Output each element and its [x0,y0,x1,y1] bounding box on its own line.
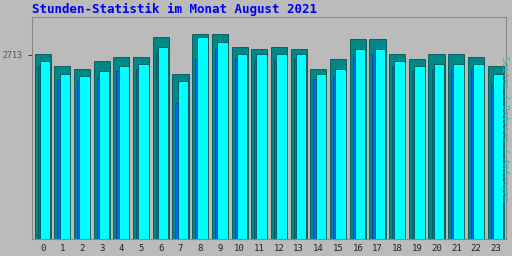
Bar [234,59,247,239]
Bar [392,66,404,239]
Bar [372,54,385,239]
Bar [195,59,208,239]
Bar [251,49,267,239]
Bar [487,66,504,239]
Bar [254,61,267,239]
Bar [217,42,227,239]
Bar [448,54,464,239]
Bar [296,54,306,239]
Bar [237,54,247,239]
Bar [291,49,307,239]
Bar [350,39,366,239]
Bar [434,64,444,239]
Bar [355,49,366,239]
Bar [333,76,346,239]
Bar [369,39,386,239]
Bar [493,74,503,239]
Y-axis label: Seiten / Dateien / Anfragen: Seiten / Dateien / Anfragen [500,56,509,201]
Bar [77,81,90,239]
Bar [274,59,287,239]
Bar [394,61,405,239]
Bar [156,52,168,239]
Bar [409,59,425,239]
Bar [471,69,483,239]
Bar [35,54,51,239]
Bar [353,54,366,239]
Bar [176,103,188,239]
Bar [97,76,109,239]
Bar [315,74,326,239]
Bar [330,59,346,239]
Bar [99,71,110,239]
Bar [231,47,248,239]
Bar [335,69,346,239]
Bar [59,74,70,239]
Bar [74,69,90,239]
Bar [294,59,306,239]
Bar [79,76,90,239]
Bar [414,66,424,239]
Bar [313,79,326,239]
Bar [94,61,110,239]
Bar [432,69,444,239]
Bar [468,57,484,239]
Bar [119,66,129,239]
Bar [153,37,169,239]
Bar [173,74,188,239]
Bar [389,54,405,239]
Bar [136,69,148,239]
Bar [138,64,149,239]
Bar [197,37,208,239]
Bar [310,69,327,239]
Bar [57,79,70,239]
Bar [178,81,188,239]
Bar [54,66,71,239]
Bar [37,66,50,239]
Bar [473,64,484,239]
Bar [490,84,503,239]
Bar [133,57,149,239]
Bar [40,61,50,239]
Bar [454,64,464,239]
Bar [257,54,267,239]
Bar [212,34,228,239]
Bar [215,49,227,239]
Bar [276,54,287,239]
Bar [412,71,424,239]
Bar [451,69,464,239]
Bar [116,71,129,239]
Bar [375,49,385,239]
Bar [158,47,168,239]
Bar [271,47,287,239]
Bar [429,54,444,239]
Bar [192,34,208,239]
Bar [113,57,130,239]
Text: Stunden-Statistik im Monat August 2021: Stunden-Statistik im Monat August 2021 [32,3,317,16]
